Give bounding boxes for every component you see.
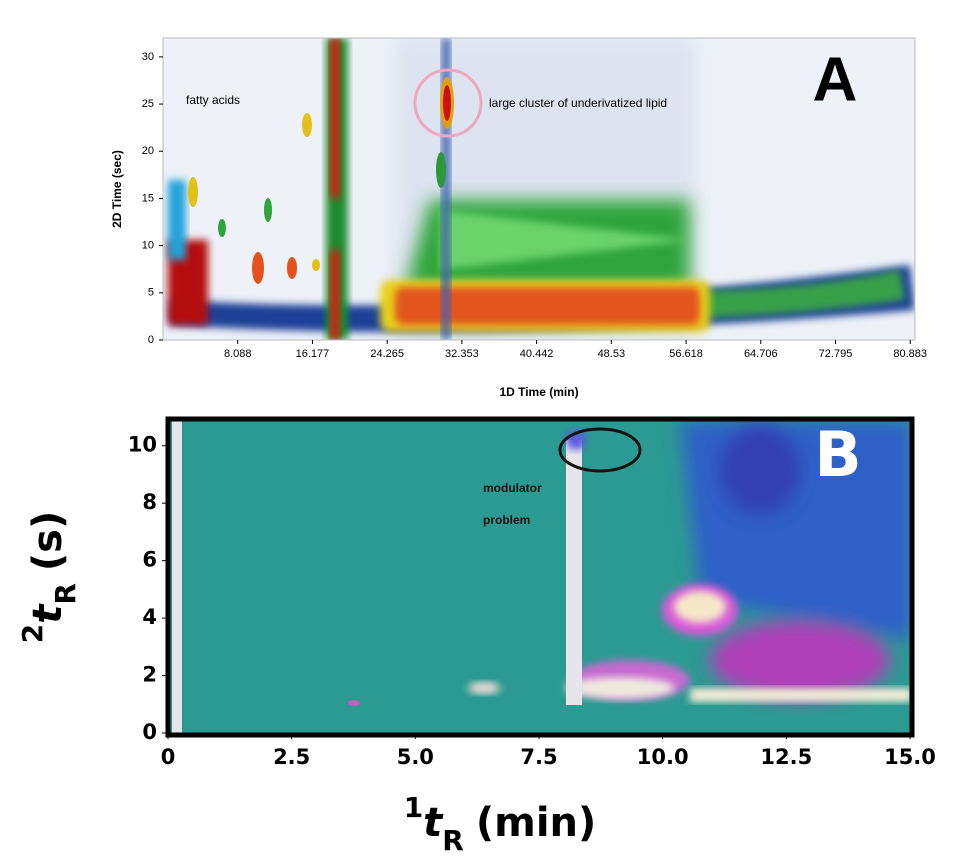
variable: t [423, 800, 444, 846]
superscript: 1 [404, 791, 423, 824]
unit: (min) [476, 800, 596, 846]
y-tick-label: 0 [148, 334, 154, 346]
annotation: modulator [483, 481, 542, 495]
x-tick-label: 72.795 [819, 348, 853, 360]
y-tick-label: 10 [142, 240, 154, 252]
y-tick-label: 6 [142, 548, 157, 572]
subscript: R [442, 824, 464, 853]
x-tick-label: 80.883 [893, 348, 927, 360]
y-tick-label: 5 [148, 287, 154, 299]
frame-a [162, 37, 916, 341]
panel-label: B [814, 418, 861, 491]
annotation: problem [483, 513, 530, 527]
superscript: 2 [16, 624, 49, 643]
y-tick-label: 30 [142, 51, 154, 63]
y-tick-label: 15 [142, 192, 154, 204]
heatmap-b [168, 417, 912, 735]
subscript: R [49, 583, 82, 605]
y-tick-label: 8 [142, 490, 157, 514]
y-tick-label: 10 [128, 433, 157, 457]
x-tick-label: 0 [161, 745, 176, 769]
y-axis-label: 2D Time (sec) [110, 150, 124, 228]
x-tick-label: 10.0 [637, 745, 689, 769]
unit: (s) [25, 511, 71, 571]
x-tick-label: 12.5 [760, 745, 812, 769]
y-tick-label: 0 [142, 720, 157, 744]
x-tick-label: 7.5 [520, 745, 557, 769]
annotation: fatty acids [186, 93, 240, 107]
x-tick-label: 56.618 [669, 348, 703, 360]
y-tick-label: 2 [142, 663, 157, 687]
x-tick-label: 5.0 [397, 745, 434, 769]
x-tick-label: 24.265 [370, 348, 404, 360]
variable: t [25, 603, 71, 624]
annotation: large cluster of underivatized lipid [489, 96, 667, 110]
y-tick-label: 4 [142, 605, 157, 629]
x-axis-label: 1tR (min) [404, 791, 597, 853]
y-tick-label: 25 [142, 98, 154, 110]
x-tick-label: 16.177 [296, 348, 330, 360]
x-tick-label: 15.0 [884, 745, 936, 769]
x-tick-label: 32.353 [445, 348, 479, 360]
x-tick-label: 8.088 [224, 348, 252, 360]
y-axis-label: 2tR (s) [16, 511, 82, 644]
y-tick-label: 20 [142, 145, 154, 157]
heatmap-a [163, 38, 915, 340]
x-tick-label: 2.5 [273, 745, 310, 769]
frame-b [165, 416, 915, 738]
panel-label: A [813, 45, 858, 114]
x-tick-label: 64.706 [744, 348, 778, 360]
x-axis-label: 1D Time (min) [499, 385, 578, 399]
x-tick-label: 40.442 [520, 348, 554, 360]
x-tick-label: 48.53 [598, 348, 626, 360]
